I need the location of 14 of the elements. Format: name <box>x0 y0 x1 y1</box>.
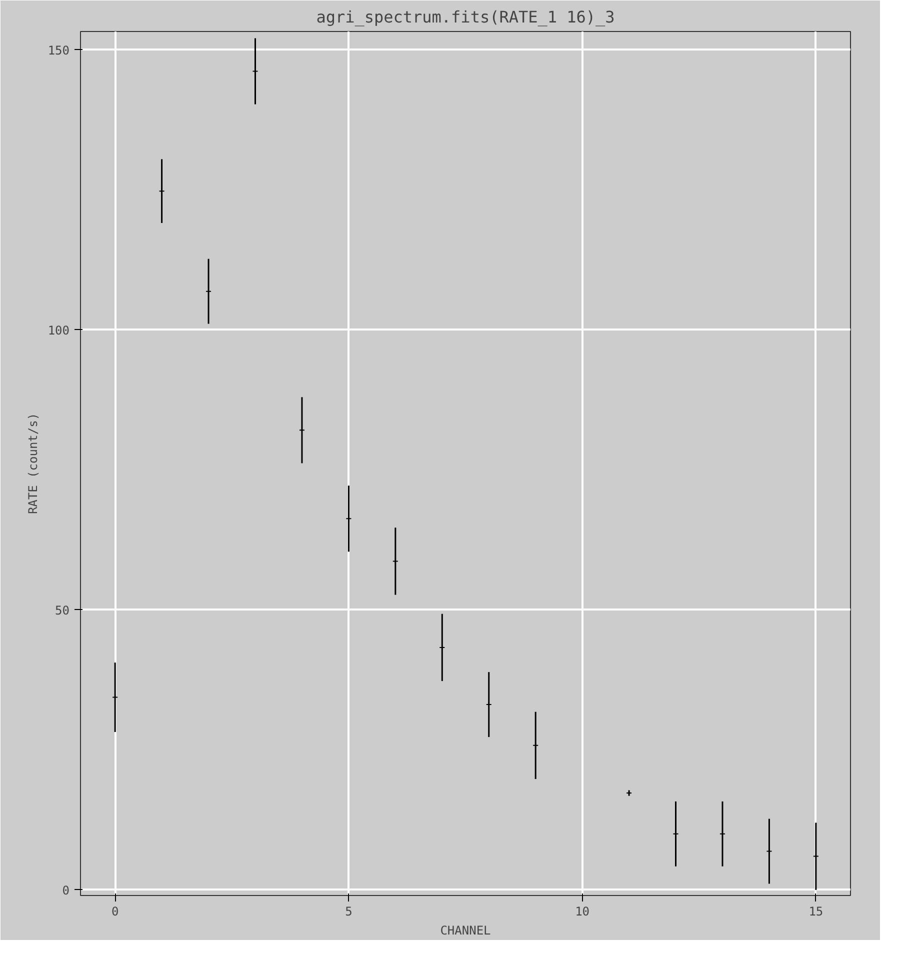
y-axis-title: RATE (count/s) <box>26 412 40 514</box>
x-axis-title: CHANNEL <box>440 924 491 938</box>
chart-title: agri_spectrum.fits(RATE_1 16)_3 <box>316 8 615 26</box>
y-tick-label: 150 <box>48 43 70 58</box>
point <box>112 694 118 700</box>
y-tick-label: 50 <box>55 603 70 618</box>
x-tick-label: 10 <box>575 904 590 918</box>
x-tick-label: 5 <box>345 904 352 918</box>
point <box>812 853 819 860</box>
x-tick-label: 0 <box>111 904 119 918</box>
x-tick-label: 15 <box>808 904 824 918</box>
y-tick-label: 100 <box>48 323 70 338</box>
point <box>392 558 398 564</box>
y-tick-label: 0 <box>62 883 70 898</box>
